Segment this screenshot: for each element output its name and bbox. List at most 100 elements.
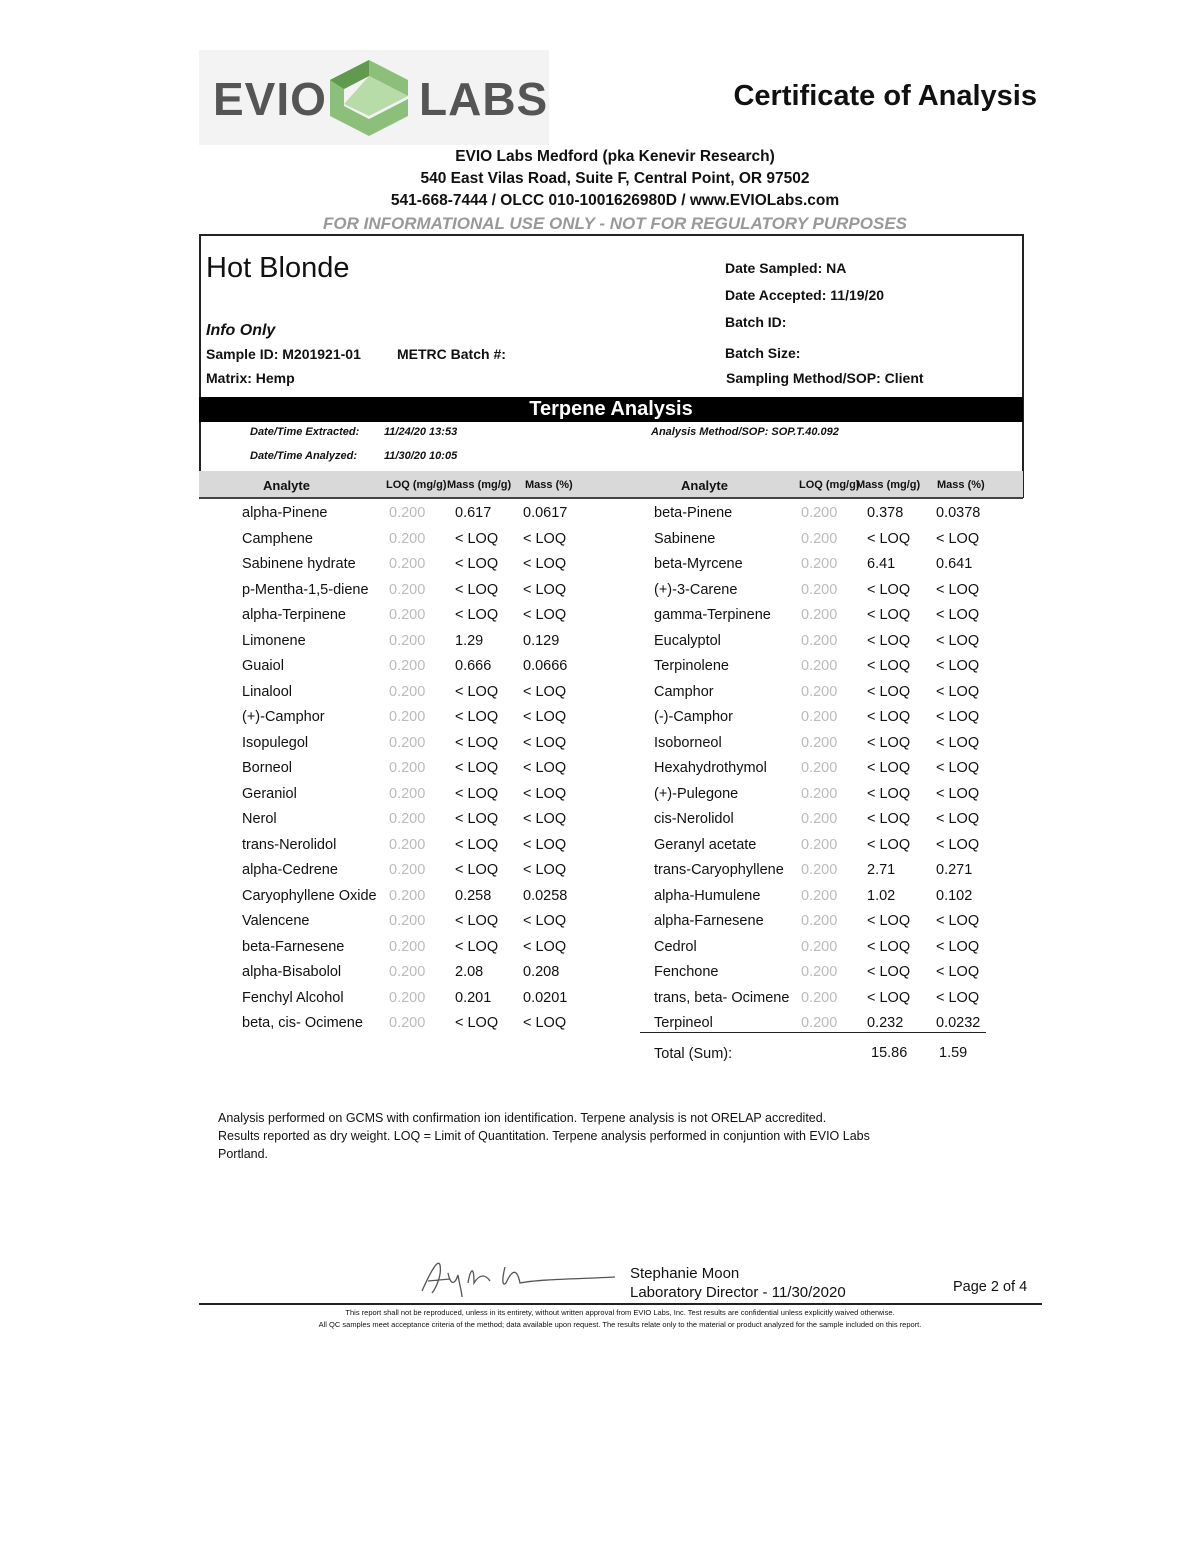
mass-mg-value: < LOQ <box>867 734 911 751</box>
mass-mg-value: 0.666 <box>455 658 492 674</box>
analyte-name: Geraniol <box>242 785 297 802</box>
mass-pct-value: < LOQ <box>936 760 980 776</box>
mass-mg-value: 0.201 <box>455 989 492 1006</box>
analyte-name: Caryophyllene Oxide <box>242 887 377 904</box>
loq-value: 0.200 <box>801 632 838 649</box>
table-header: Analyte LOQ (mg/g) Mass (mg/g) Mass (%) … <box>199 471 1023 499</box>
mass-mg-value: 0.258 <box>455 887 492 904</box>
mass-mg-value: < LOQ <box>867 836 911 853</box>
col-analyte-right: Analyte <box>681 478 728 493</box>
mass-mg-value: < LOQ <box>455 581 499 598</box>
mass-pct-value: 0.0258 <box>523 887 568 904</box>
sample-id: Sample ID: M201921-01 <box>206 346 361 362</box>
mass-pct-value: < LOQ <box>936 709 980 725</box>
analyte-name: Terpinolene <box>654 658 729 674</box>
analyte-name: Nerol <box>242 811 277 827</box>
loq-value: 0.200 <box>801 607 838 623</box>
col-pct-right: Mass (%) <box>937 479 985 491</box>
lab-name: EVIO Labs Medford (pka Kenevir Research) <box>455 148 775 165</box>
mass-pct-value: 0.641 <box>936 556 973 572</box>
analyzed-value: 11/30/20 10:05 <box>384 450 458 462</box>
total-mass: 15.86 <box>871 1045 908 1061</box>
analyte-name: Fenchone <box>654 964 719 980</box>
analyte-name: alpha-Humulene <box>654 887 761 904</box>
lab-address: 540 East Vilas Road, Suite F, Central Po… <box>420 170 810 187</box>
mass-pct-value: < LOQ <box>523 913 567 929</box>
lab-contact: 541-668-7444 / OLCC 010-1001626980D / ww… <box>390 192 840 209</box>
mass-mg-value: < LOQ <box>867 607 911 623</box>
loq-value: 0.200 <box>389 607 426 623</box>
mass-pct-value: < LOQ <box>936 658 980 674</box>
mass-mg-value: < LOQ <box>867 632 911 649</box>
mass-pct-value: < LOQ <box>936 581 980 598</box>
mass-mg-value: < LOQ <box>867 938 911 955</box>
mass-mg-value: < LOQ <box>455 938 499 955</box>
loq-value: 0.200 <box>389 811 426 827</box>
loq-value: 0.200 <box>801 683 838 700</box>
cube-logo-icon <box>330 60 408 136</box>
analyte-name: trans, beta- Ocimene <box>654 989 790 1006</box>
loq-value: 0.200 <box>801 887 838 904</box>
mass-pct-value: < LOQ <box>523 785 567 802</box>
batch-size: Batch Size: <box>725 345 801 361</box>
loq-value: 0.200 <box>801 505 838 521</box>
mass-pct-value: < LOQ <box>936 913 980 929</box>
loq-value: 0.200 <box>389 709 426 725</box>
mass-mg-value: < LOQ <box>867 811 911 827</box>
analyte-name: Camphene <box>242 530 313 547</box>
mass-mg-value: < LOQ <box>455 734 499 751</box>
loq-value: 0.200 <box>801 581 838 598</box>
mass-pct-value: < LOQ <box>523 1015 567 1031</box>
mass-mg-value: < LOQ <box>455 683 499 700</box>
col-loq: LOQ (mg/g) <box>386 479 447 491</box>
loq-value: 0.200 <box>389 632 426 649</box>
loq-value: 0.200 <box>389 658 426 674</box>
footer-fine-print: All QC samples meet acceptance criteria … <box>318 1320 922 1329</box>
loq-value: 0.200 <box>801 913 838 929</box>
analyte-name: Camphor <box>654 683 714 700</box>
mass-pct-value: < LOQ <box>936 836 980 853</box>
total-pct: 1.59 <box>939 1045 968 1061</box>
analyte-name: Sabinene <box>654 530 716 547</box>
loq-value: 0.200 <box>801 734 838 751</box>
mass-mg-value: < LOQ <box>455 913 499 929</box>
mass-mg-value: < LOQ <box>867 581 911 598</box>
analyte-name: alpha-Terpinene <box>242 607 346 623</box>
matrix: Matrix: Hemp <box>206 370 295 386</box>
mass-pct-value: < LOQ <box>523 836 567 853</box>
mass-mg-value: 6.41 <box>867 556 896 572</box>
analyte-name: beta-Myrcene <box>654 556 743 572</box>
analyte-name: (+)-Camphor <box>242 709 325 725</box>
analyte-name: Guaiol <box>242 658 284 674</box>
mass-pct-value: < LOQ <box>523 530 567 547</box>
loq-value: 0.200 <box>801 989 838 1006</box>
analyte-name: Fenchyl Alcohol <box>242 989 344 1006</box>
loq-value: 0.200 <box>389 683 426 700</box>
loq-value: 0.200 <box>389 530 426 547</box>
col-mass-right: Mass (mg/g) <box>856 479 921 491</box>
mass-pct-value: < LOQ <box>523 811 567 827</box>
mass-mg-value: 2.08 <box>455 964 484 980</box>
mass-pct-value: < LOQ <box>523 734 567 751</box>
mass-pct-value: 0.0378 <box>936 505 981 521</box>
mass-mg-value: < LOQ <box>867 658 911 674</box>
loq-value: 0.200 <box>801 709 838 725</box>
mass-mg-value: < LOQ <box>867 989 911 1006</box>
mass-pct-value: < LOQ <box>523 709 567 725</box>
mass-pct-value: < LOQ <box>936 785 980 802</box>
mass-pct-value: < LOQ <box>523 862 567 878</box>
metrc-batch: METRC Batch #: <box>397 346 506 362</box>
analyte-name: Isopulegol <box>242 734 309 751</box>
analyte-name: Linalool <box>242 683 292 700</box>
signer-name: Stephanie Moon <box>630 1265 740 1282</box>
analyte-name: trans-Nerolidol <box>242 836 337 853</box>
analyte-name: cis-Nerolidol <box>654 811 734 827</box>
sample-name: Hot Blonde <box>206 252 350 284</box>
mass-pct-value: 0.271 <box>936 862 973 878</box>
loq-value: 0.200 <box>389 938 426 955</box>
analyte-name: Sabinene hydrate <box>242 556 356 572</box>
mass-mg-value: < LOQ <box>867 760 911 776</box>
sample-info-box <box>199 234 1024 498</box>
mass-pct-value: < LOQ <box>936 607 980 623</box>
